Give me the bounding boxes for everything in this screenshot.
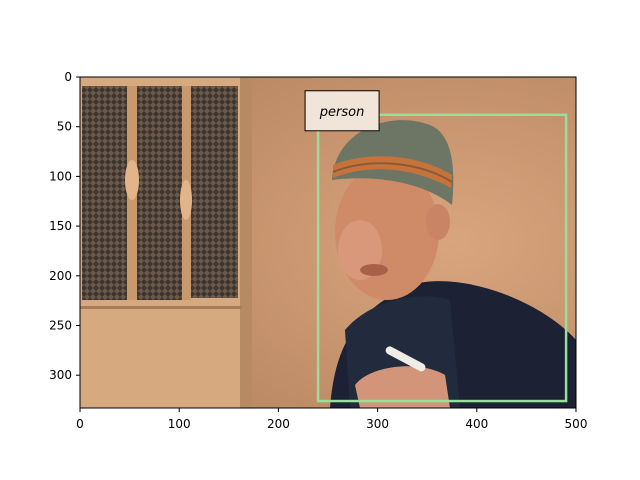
y-axis: 0 50 100 150 200 250 300 <box>49 70 80 382</box>
y-tick-label: 0 <box>64 70 72 84</box>
detection-box <box>316 113 568 403</box>
y-tick-label: 100 <box>49 169 72 183</box>
x-tick-label: 400 <box>465 417 488 431</box>
x-tick-label: 0 <box>76 417 84 431</box>
axes-frame <box>79 76 577 409</box>
y-tick-label: 50 <box>57 120 72 134</box>
y-tick-label: 250 <box>49 318 72 332</box>
x-tick-label: 200 <box>267 417 290 431</box>
x-tick-label: 300 <box>366 417 389 431</box>
detection-label-box <box>304 90 380 132</box>
x-tick-label: 100 <box>168 417 191 431</box>
detection-label: person <box>319 105 365 120</box>
x-axis: 0 100 200 300 400 500 <box>76 408 587 431</box>
x-tick-label: 500 <box>565 417 588 431</box>
y-tick-label: 300 <box>49 368 72 382</box>
y-tick-label: 150 <box>49 219 72 233</box>
door <box>80 77 252 408</box>
person-figure <box>330 120 576 408</box>
detections: person <box>304 90 568 403</box>
photo <box>80 77 576 408</box>
y-tick-label: 200 <box>49 269 72 283</box>
